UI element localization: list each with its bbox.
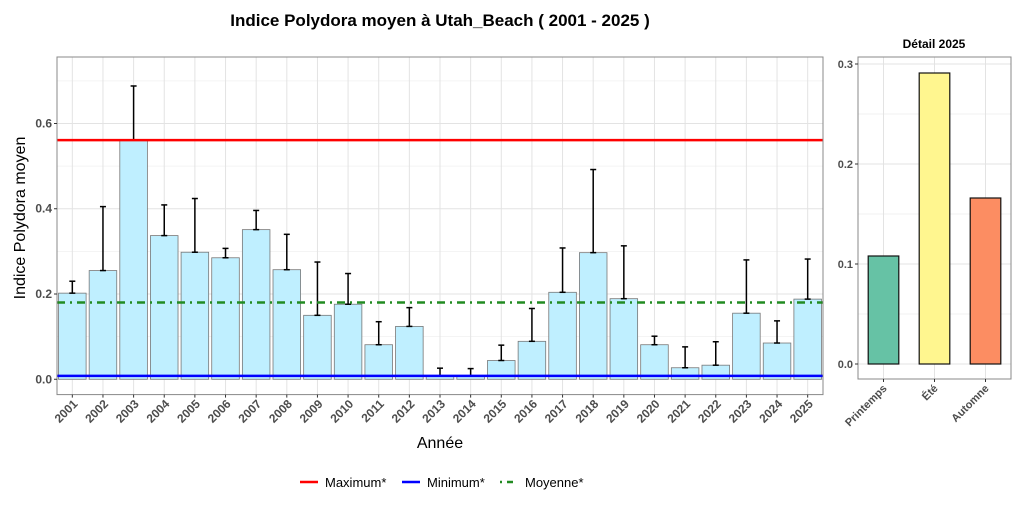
y-tick-label: 0.2 [838,159,853,171]
bar-2020 [640,344,669,380]
x-tick-label: 2024 [756,397,785,426]
x-tick-label: Été [919,382,940,403]
x-tick-label: 2002 [82,397,111,426]
y-tick-label: 0.1 [838,259,853,271]
bar-2005 [180,251,210,380]
x-tick-label: 2005 [174,397,203,426]
x-tick-label: Printemps [843,383,890,430]
bar-2006 [211,257,240,380]
y-tick-label: 0.3 [838,59,853,71]
legend-label: Maximum* [325,475,386,490]
bar-2004 [150,235,179,380]
bar-2001 [58,292,87,380]
x-tick-label: 2008 [266,397,295,426]
x-tick-label: 2023 [726,397,755,426]
bar-2023 [732,312,761,380]
x-tick-label: 2022 [695,397,724,426]
x-tick-label: 2021 [664,397,693,426]
x-tick-label: 2009 [297,397,326,426]
bar-2022 [701,364,730,380]
x-tick-label: 2015 [481,397,510,426]
x-tick-label: 2014 [450,397,479,426]
bar-2025 [793,298,822,380]
bar-printemps [867,255,900,365]
bar-2012 [395,325,424,380]
x-tick-label: 2016 [511,397,540,426]
y-tick-label: 0.4 [35,202,52,216]
bar-2009 [303,314,332,380]
bar-2017 [548,291,577,380]
bar-2002 [88,270,118,380]
bar-2007 [241,229,271,380]
x-tick-label: 2001 [52,397,81,426]
x-tick-label: 2012 [389,397,418,426]
x-tick-label: Automne [949,383,991,425]
x-tick-label: 2003 [113,397,142,426]
bar-été [918,72,951,365]
x-tick-label: 2025 [787,397,816,426]
y-tick-label: 0.0 [35,372,52,386]
bar-2019 [609,298,639,380]
x-tick-label: 2020 [634,397,663,426]
y-tick-label: 0.6 [35,116,52,130]
bar-2018 [579,252,608,380]
bar-2010 [333,303,363,380]
x-tick-label: 2007 [235,397,264,426]
legend: Maximum* Minimum* Moyenne* [300,475,584,490]
bar-automne [969,197,1002,365]
y-tick-label: 0.0 [838,359,853,371]
x-axis-label: Année [417,435,463,452]
x-tick-label: 2011 [359,397,388,426]
main-panel: 0.0 0.2 0.4 0.6 2001 2002 2003 2004 2005 2006 2007… [35,56,824,426]
x-tick-label: 2017 [542,397,571,426]
detail-title: Détail 2025 [903,37,966,51]
legend-label: Moyenne* [525,475,584,490]
y-tick-label: 0.2 [35,287,52,301]
legend-label: Minimum* [427,475,485,490]
x-tick-label: 2013 [419,397,448,426]
detail-panel: 0.0 0.1 0.2 0.3 Printemps Été Automne [838,56,1012,430]
x-tick-label: 2004 [144,397,173,426]
bar-2003 [119,139,148,380]
bar-2011 [364,344,393,380]
x-tick-label: 2006 [205,397,234,426]
bar-2016 [517,340,547,380]
bar-2008 [272,269,301,380]
x-tick-label: 2018 [573,397,602,426]
bar-2021 [670,367,700,380]
x-tick-label: 2010 [327,397,356,426]
chart-title: Indice Polydora moyen à Utah_Beach ( 200… [230,11,650,30]
bar-2024 [762,342,792,380]
x-tick-label: 2019 [603,397,632,426]
y-axis-label: Indice Polydora moyen [12,137,29,300]
